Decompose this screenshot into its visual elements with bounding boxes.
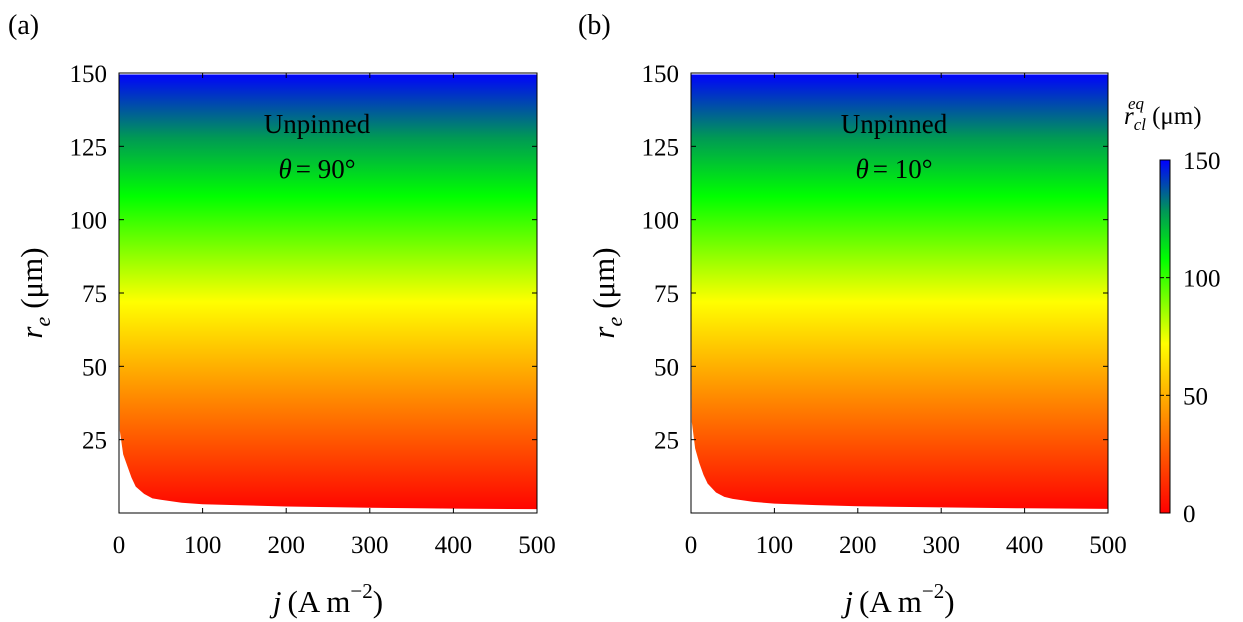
annotation-theta-symbol: θ xyxy=(278,154,291,184)
colorbar-tick-label: 100 xyxy=(1183,266,1221,293)
x-tick-label: 200 xyxy=(267,532,305,559)
x-axis-var: j xyxy=(269,584,282,619)
colorbar-title-var: r xyxy=(1124,103,1134,130)
x-axis-unit: (A m xyxy=(859,584,922,619)
y-tick-label: 100 xyxy=(70,208,108,235)
colorbar-tick-label: 0 xyxy=(1183,501,1196,528)
y-tick-label: 125 xyxy=(642,134,680,161)
annotation-theta-symbol: θ xyxy=(855,154,868,184)
heatmap-fill xyxy=(119,73,537,510)
y-axis-unit: (μm) xyxy=(14,247,49,308)
x-tick-label: 300 xyxy=(351,532,389,559)
x-axis-title: j (A m−2) xyxy=(269,579,383,619)
y-axis-sub: e xyxy=(602,317,627,327)
heatmap-fill xyxy=(691,73,1108,509)
panel-b: 0 100 200 300 400 500 25 50 75 100 125 150 (b) Unpinn… xyxy=(578,10,1127,619)
colorbar-title-sup: eq xyxy=(1128,94,1145,113)
annotation-regime: Unpinned xyxy=(264,109,371,139)
y-tick-label: 150 xyxy=(70,61,108,88)
y-tick-label: 25 xyxy=(654,428,679,455)
y-axis-title: re (μm) xyxy=(14,247,55,338)
x-tick-label: 500 xyxy=(1089,532,1127,559)
x-tick-label: 100 xyxy=(184,532,222,559)
y-axis-var: r xyxy=(586,326,621,339)
panel-a: 0 100 200 300 400 500 25 50 75 100 125 150 (a) Unpinn… xyxy=(8,10,556,619)
panel-label: (a) xyxy=(8,10,39,41)
y-axis-var: r xyxy=(14,326,49,339)
annotation-regime: Unpinned xyxy=(841,109,948,139)
x-tick-label: 400 xyxy=(1006,532,1044,559)
annotation-angle: θ = 90° xyxy=(278,154,355,184)
y-axis-unit: (μm) xyxy=(586,247,621,308)
y-tick-label: 50 xyxy=(82,354,107,381)
y-tick-label: 100 xyxy=(642,208,680,235)
panel-label: (b) xyxy=(578,10,611,41)
x-axis-exponent: −2 xyxy=(922,579,944,603)
colorbar-title-sub: cl xyxy=(1134,115,1147,134)
annotation-angle: θ = 10° xyxy=(855,154,932,184)
y-tick-label: 75 xyxy=(654,281,679,308)
colorbar-title: rcl eq (μm) xyxy=(1124,94,1202,134)
x-tick-label: 100 xyxy=(756,532,794,559)
y-tick-label: 150 xyxy=(642,61,680,88)
colorbar: rcl eq (μm) 0 50 100 150 xyxy=(1124,94,1221,528)
y-tick-label: 50 xyxy=(654,354,679,381)
y-tick-label: 75 xyxy=(82,281,107,308)
annotation-angle-value: = 90° xyxy=(296,154,356,184)
annotation-angle-value: = 10° xyxy=(873,154,933,184)
x-axis-title: j (A m−2) xyxy=(840,579,954,619)
x-axis-close: ) xyxy=(944,584,954,619)
colorbar-ticks: 0 50 100 150 xyxy=(1160,148,1221,528)
y-axis-sub: e xyxy=(30,317,55,327)
x-tick-label: 0 xyxy=(113,532,126,559)
plot-top-edge xyxy=(119,73,537,75)
plot-top-edge xyxy=(691,73,1108,75)
x-tick-label: 200 xyxy=(839,532,877,559)
y-tick-label: 125 xyxy=(70,134,108,161)
colorbar-tick-label: 50 xyxy=(1183,383,1208,410)
colorbar-gradient xyxy=(1159,159,1171,514)
x-axis-exponent: −2 xyxy=(350,579,372,603)
x-tick-label: 500 xyxy=(518,532,556,559)
x-axis-var: j xyxy=(840,584,853,619)
y-tick-label: 25 xyxy=(82,428,107,455)
x-tick-label: 0 xyxy=(685,532,698,559)
x-tick-label: 300 xyxy=(922,532,960,559)
colorbar-title-unit: (μm) xyxy=(1152,103,1202,130)
x-axis-unit: (A m xyxy=(288,584,351,619)
x-tick-label: 400 xyxy=(435,532,473,559)
x-axis-close: ) xyxy=(373,584,383,619)
y-axis-title: re (μm) xyxy=(586,247,627,338)
colorbar-tick-label: 150 xyxy=(1183,148,1221,175)
